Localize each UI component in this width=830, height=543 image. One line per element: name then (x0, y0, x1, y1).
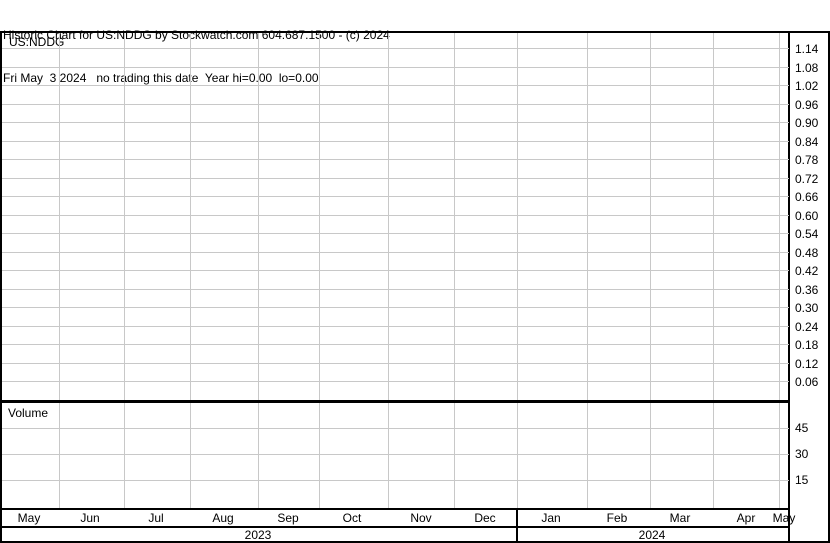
year-label: 2024 (638, 528, 666, 542)
volume-gridline-vertical (587, 403, 588, 508)
price-gridline-horizontal (2, 344, 789, 345)
month-label: Jun (80, 511, 100, 525)
month-label: Feb (606, 511, 628, 525)
month-label: Nov (410, 511, 432, 525)
volume-gridline-horizontal (2, 454, 789, 455)
price-tick-label: 0.24 (795, 320, 819, 334)
price-tick-label: 0.30 (795, 301, 819, 315)
volume-gridline-vertical (124, 403, 125, 508)
price-gridline-vertical (517, 33, 518, 400)
price-gridline-vertical (59, 33, 60, 400)
price-tick-label: 1.14 (795, 42, 819, 56)
volume-tick-label: 30 (795, 447, 809, 461)
volume-gridline-vertical (59, 403, 60, 508)
month-label: Apr (736, 511, 756, 525)
price-tick-label: 0.78 (795, 153, 819, 167)
price-tick-label: 0.48 (795, 246, 819, 260)
volume-gridline-horizontal (2, 480, 789, 481)
price-gridline-vertical (650, 33, 651, 400)
volume-gridline-vertical (319, 403, 320, 508)
price-gridline-vertical (258, 33, 259, 400)
volume-tick-label: 15 (795, 473, 809, 487)
year-row-top (0, 526, 790, 528)
pane-divider (0, 400, 790, 403)
price-tick-label: 0.06 (795, 375, 819, 389)
header-status: Fri May 3 2024 no trading this date Year… (3, 71, 319, 85)
volume-label: Volume (8, 406, 49, 420)
price-gridline-vertical (319, 33, 320, 400)
month-label: Dec (474, 511, 496, 525)
price-tick-label: 0.84 (795, 135, 819, 149)
volume-gridline-vertical (190, 403, 191, 508)
price-gridline-vertical (587, 33, 588, 400)
month-label: Jul (148, 511, 164, 525)
volume-gridline-vertical (650, 403, 651, 508)
price-gridline-vertical (779, 33, 780, 400)
month-label: Oct (342, 511, 362, 525)
year-label: 2023 (244, 528, 272, 542)
month-label: Mar (669, 511, 691, 525)
price-tick-label: 1.08 (795, 61, 819, 75)
volume-gridline-vertical (258, 403, 259, 508)
month-label: Jan (541, 511, 561, 525)
month-label: Sep (277, 511, 299, 525)
price-gridline-vertical (713, 33, 714, 400)
price-gridline-horizontal (2, 67, 789, 68)
price-tick-label: 0.96 (795, 98, 819, 112)
price-tick-label: 0.60 (795, 209, 819, 223)
price-tick-label: 0.54 (795, 227, 819, 241)
price-tick-label: 0.66 (795, 190, 819, 204)
price-gridline-horizontal (2, 48, 789, 49)
price-tick-label: 1.02 (795, 79, 819, 93)
price-gridline-horizontal (2, 381, 789, 382)
price-gridline-horizontal (2, 215, 789, 216)
price-gridline-horizontal (2, 289, 789, 290)
price-gridline-vertical (190, 33, 191, 400)
volume-gridline-vertical (713, 403, 714, 508)
month-label: May (772, 511, 796, 525)
volume-gridline-horizontal (2, 428, 789, 429)
symbol-label: US:NDDG (9, 35, 65, 49)
price-gridline-horizontal (2, 363, 789, 364)
volume-pane (2, 403, 789, 509)
month-label: Aug (212, 511, 234, 525)
price-gridline-horizontal (2, 104, 789, 105)
price-gridline-horizontal (2, 122, 789, 123)
price-gridline-horizontal (2, 159, 789, 160)
price-gridline-horizontal (2, 178, 789, 179)
price-tick-label: 0.90 (795, 116, 819, 130)
price-tick-label: 0.18 (795, 338, 819, 352)
chart-frame (0, 31, 830, 543)
price-gridline-horizontal (2, 252, 789, 253)
month-label: May (17, 511, 41, 525)
price-gridline-horizontal (2, 85, 789, 86)
price-tick-label: 0.72 (795, 172, 819, 186)
price-gridline-horizontal (2, 233, 789, 234)
price-gridline-vertical (454, 33, 455, 400)
volume-gridline-vertical (517, 403, 518, 508)
month-row-top (0, 508, 790, 510)
volume-gridline-vertical (454, 403, 455, 508)
price-gridline-horizontal (2, 141, 789, 142)
volume-tick-label: 45 (795, 421, 809, 435)
price-tick-label: 0.12 (795, 357, 819, 371)
year-divider (516, 509, 518, 543)
axis-divider (788, 31, 790, 543)
price-gridline-vertical (124, 33, 125, 400)
price-tick-label: 0.36 (795, 283, 819, 297)
price-gridline-vertical (388, 33, 389, 400)
price-gridline-horizontal (2, 307, 789, 308)
price-gridline-horizontal (2, 326, 789, 327)
volume-gridline-vertical (388, 403, 389, 508)
price-gridline-horizontal (2, 270, 789, 271)
volume-gridline-vertical (779, 403, 780, 508)
price-tick-label: 0.42 (795, 264, 819, 278)
price-gridline-horizontal (2, 196, 789, 197)
